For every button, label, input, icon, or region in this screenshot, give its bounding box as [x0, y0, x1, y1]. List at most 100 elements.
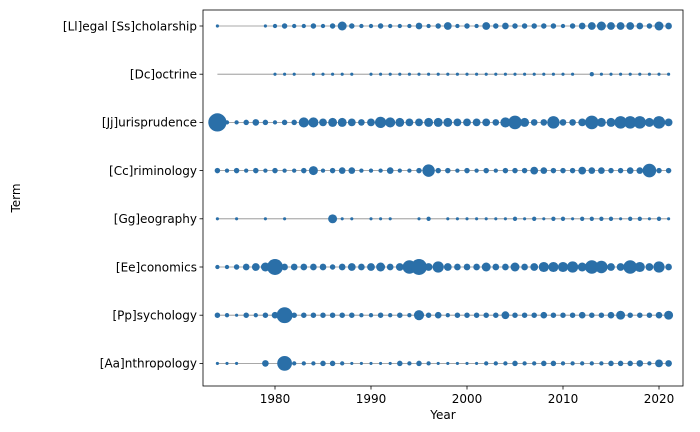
data-point	[475, 72, 479, 76]
data-point	[463, 263, 471, 271]
y-axis: [Ll]egal [Ss]cholarship [Dc]octrine [Jj]ur…	[63, 19, 203, 371]
data-point	[531, 23, 537, 29]
data-point	[443, 263, 452, 271]
data-point	[614, 116, 627, 129]
data-point	[665, 167, 672, 174]
data-point	[311, 72, 315, 76]
data-point	[541, 23, 547, 29]
data-point	[359, 23, 364, 29]
data-point	[319, 118, 327, 127]
data-point	[426, 361, 431, 366]
data-point	[647, 217, 651, 221]
data-point	[493, 23, 499, 29]
data-point	[510, 262, 520, 272]
data-point	[647, 361, 652, 366]
data-point	[308, 117, 319, 128]
data-point	[340, 361, 345, 366]
data-point	[599, 72, 603, 76]
data-point	[652, 116, 666, 129]
data-point	[340, 217, 344, 221]
data-point	[347, 118, 356, 127]
data-point	[596, 21, 606, 31]
data-point	[523, 217, 527, 221]
data-point	[215, 24, 219, 28]
data-point	[422, 164, 435, 177]
data-point	[513, 72, 517, 76]
data-point	[569, 23, 576, 29]
data-point	[580, 361, 585, 366]
data-point	[379, 361, 383, 365]
data-point	[512, 167, 518, 174]
data-point	[521, 167, 528, 174]
data-point	[482, 22, 491, 30]
data-point	[454, 263, 461, 271]
data-point	[446, 217, 450, 221]
data-point	[571, 217, 575, 221]
data-point	[283, 217, 287, 221]
data-point	[512, 360, 518, 367]
data-point	[522, 361, 527, 366]
data-point	[388, 313, 393, 318]
data-point	[310, 312, 317, 318]
data-point	[548, 261, 559, 273]
data-point	[607, 22, 615, 30]
data-point	[407, 23, 412, 29]
data-point	[530, 263, 539, 271]
data-point	[290, 263, 298, 271]
data-point	[416, 360, 422, 367]
data-point	[263, 217, 267, 221]
data-point	[233, 264, 240, 270]
data-point	[291, 312, 297, 318]
data-point	[378, 168, 383, 173]
data-point	[436, 361, 440, 365]
data-point	[395, 117, 405, 127]
data-point	[619, 217, 623, 221]
data-point	[235, 217, 239, 221]
data-point	[637, 216, 642, 221]
data-point	[298, 117, 309, 128]
data-point	[473, 263, 480, 271]
data-point	[512, 23, 518, 29]
data-point	[608, 360, 614, 367]
data-point	[599, 216, 604, 221]
data-point	[397, 23, 402, 29]
data-point	[607, 311, 615, 319]
data-point	[350, 72, 354, 76]
y-tick-label: [Dc]octrine	[130, 68, 197, 82]
data-point	[531, 312, 537, 318]
data-point	[570, 361, 575, 366]
data-point	[520, 117, 530, 127]
data-point	[578, 166, 587, 175]
data-point	[532, 72, 536, 76]
data-point	[320, 360, 326, 367]
data-point	[569, 312, 576, 318]
data-point	[292, 168, 297, 173]
data-point	[484, 361, 489, 366]
data-point	[644, 117, 654, 127]
data-point	[494, 72, 498, 76]
data-point	[319, 263, 327, 271]
data-point	[397, 312, 403, 318]
data-point	[276, 307, 293, 324]
data-point	[377, 312, 384, 318]
data-point	[512, 216, 518, 221]
data-point	[464, 23, 470, 29]
data-point	[253, 313, 258, 318]
data-point	[350, 361, 354, 365]
data-point	[512, 312, 518, 318]
data-point	[607, 263, 615, 271]
data-point	[435, 167, 441, 174]
data-point	[292, 361, 297, 366]
data-point	[560, 361, 566, 366]
data-point	[350, 217, 354, 221]
data-point	[368, 23, 374, 29]
data-point	[484, 217, 488, 221]
data-point	[434, 311, 442, 319]
data-point	[503, 217, 507, 221]
data-point	[627, 312, 633, 318]
data-point	[443, 117, 453, 127]
y-tick-label: [Pp]sychology	[112, 309, 197, 323]
data-point	[407, 361, 412, 366]
y-axis-title: Term	[9, 183, 23, 213]
data-point	[426, 23, 431, 29]
